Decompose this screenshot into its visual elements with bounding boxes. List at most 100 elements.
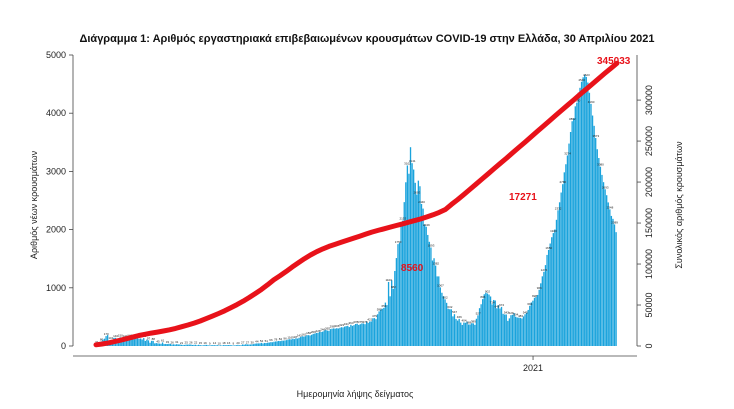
bar-238 (469, 324, 471, 346)
bar-45 (166, 344, 168, 346)
bar-label-132: 162 (301, 333, 306, 337)
bar-22 (130, 336, 132, 346)
bar-303 (571, 121, 573, 346)
right-axis: 0 50000 100000 150000 200000 250000 300000 (636, 55, 654, 349)
right-tick-label-6: 300000 (644, 85, 654, 115)
bar-58 (187, 344, 189, 346)
bar-222 (444, 299, 446, 346)
bar-label-183: 654 (381, 304, 386, 308)
bar-205 (417, 180, 420, 346)
bar-label-198: 3102 (404, 161, 411, 165)
bar-label-303: 3862 (569, 117, 576, 121)
bar-label-72: 9 (209, 341, 211, 345)
bar-93 (241, 344, 244, 346)
bar-133 (304, 336, 307, 346)
bar-40 (158, 343, 161, 346)
bar-319 (596, 149, 598, 346)
bar-43 (163, 344, 165, 346)
bar-106 (262, 343, 264, 346)
bar-298 (563, 172, 565, 346)
bar-156 (340, 327, 343, 346)
bar-59 (188, 344, 190, 346)
bar-25 (135, 337, 137, 346)
bar-144 (321, 331, 324, 346)
bar-91 (238, 345, 241, 346)
bar-label-297: 2780 (560, 180, 567, 184)
bar-label-276: 691 (527, 302, 532, 306)
bar-108 (265, 343, 267, 346)
bar-139 (314, 333, 316, 346)
bar-212 (428, 241, 431, 346)
bar-label-306: 4180 (574, 99, 581, 103)
bar-187 (389, 296, 391, 346)
bar-label-60: 26 (189, 340, 193, 344)
x-tick-label-0: 2021 (523, 363, 543, 373)
y2-axis-title: Συνολικός αριθμός κρουσμάτων (674, 141, 684, 269)
bar-123 (289, 339, 291, 346)
bar-268 (516, 317, 518, 346)
bar-label-126: 118 (292, 335, 297, 339)
bar-296 (560, 192, 562, 346)
bar-289 (549, 243, 551, 346)
bar-196 (403, 202, 405, 346)
annotation-8560: 8560 (401, 263, 424, 274)
bar-label-105: 54 (260, 339, 264, 343)
bar-234 (463, 322, 465, 346)
bar-228 (453, 314, 456, 346)
bar-283 (540, 283, 542, 346)
bar-263 (508, 318, 511, 346)
bar-76 (215, 345, 217, 346)
bar-label-216: 1382 (432, 262, 439, 266)
bar-label-99: 30 (250, 340, 254, 344)
bar-29 (141, 339, 143, 346)
bar-286 (544, 265, 547, 346)
bar-184 (384, 302, 387, 346)
bar-306 (576, 102, 578, 346)
bar-82 (224, 345, 227, 346)
bar-32 (146, 339, 148, 346)
bar-28 (139, 338, 142, 346)
bar-249 (486, 293, 489, 346)
bar-94 (243, 344, 245, 346)
bar-115 (276, 341, 278, 346)
bar-label-156: 323 (339, 323, 344, 327)
bar-146 (325, 329, 327, 346)
bar-62 (193, 344, 195, 346)
bar-257 (499, 308, 501, 346)
bar-177 (373, 318, 376, 346)
bar-label-261: 542 (504, 310, 509, 314)
bar-label-288: 1650 (545, 246, 552, 250)
annotation-17271: 17271 (509, 192, 537, 203)
bar-label-3: 80 (100, 337, 104, 341)
bar-252 (491, 304, 493, 346)
bar-64 (196, 345, 198, 346)
bar-229 (455, 319, 457, 346)
bar-label-249: 902 (485, 290, 490, 294)
bar-label-90: 20 (236, 341, 240, 345)
bar-label-189: 982 (391, 285, 396, 289)
bar-label-204: 2603 (414, 191, 421, 195)
bar-171 (364, 324, 366, 346)
bar-163 (351, 325, 354, 346)
bar-204 (416, 194, 418, 346)
bar-141 (317, 332, 319, 346)
bar-label-222: 802 (443, 295, 448, 299)
bar-275 (527, 309, 529, 346)
bar-80 (221, 345, 223, 346)
bar-label-150: 298 (330, 325, 335, 329)
bar-34 (149, 342, 151, 346)
right-tick-label-3: 150000 (644, 208, 654, 238)
bar-label-279: 828 (532, 294, 537, 298)
bar-99 (251, 344, 253, 346)
bar-label-111: 66 (269, 338, 273, 342)
bar-42 (161, 342, 164, 346)
left-tick-label-3: 3000 (46, 166, 66, 176)
bar-35 (150, 340, 153, 346)
bar-70 (205, 344, 208, 346)
x-axis-ticks: 2021 (523, 356, 543, 373)
bar-151 (332, 328, 335, 346)
bar-282 (538, 289, 540, 346)
bar-label-144: 246 (320, 328, 325, 332)
bar-154 (337, 328, 339, 346)
bar-88 (234, 345, 236, 346)
